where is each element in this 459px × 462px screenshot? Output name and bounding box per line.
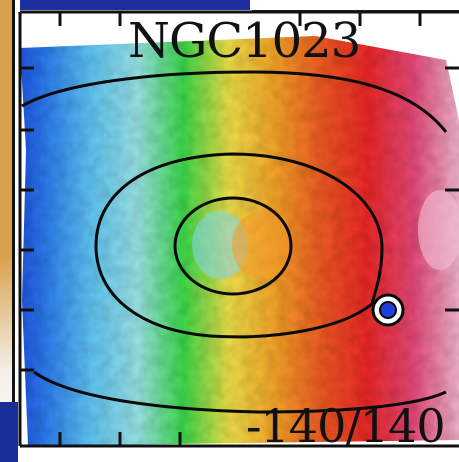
center-blue-lobe: [192, 211, 248, 279]
isophote-contours: [21, 70, 448, 414]
center-red-lobe: [232, 211, 292, 279]
contour-middle: [94, 152, 384, 339]
contour-inner: [173, 196, 293, 296]
galaxy-name-label: NGC1023: [128, 13, 361, 69]
velocity-range-label: -140/140: [246, 399, 446, 453]
contour-outer-top: [21, 70, 448, 133]
header-bar: [20, 0, 250, 10]
edge-pink-region: [418, 190, 459, 270]
circled-dot-icon: [371, 293, 405, 327]
adjacent-panel-edge: [0, 0, 12, 462]
corner-block: [0, 402, 18, 462]
contour-outer-bottom: [33, 370, 447, 414]
frame-ticks: [18, 10, 459, 448]
adjacent-panel-frame: [12, 0, 15, 462]
